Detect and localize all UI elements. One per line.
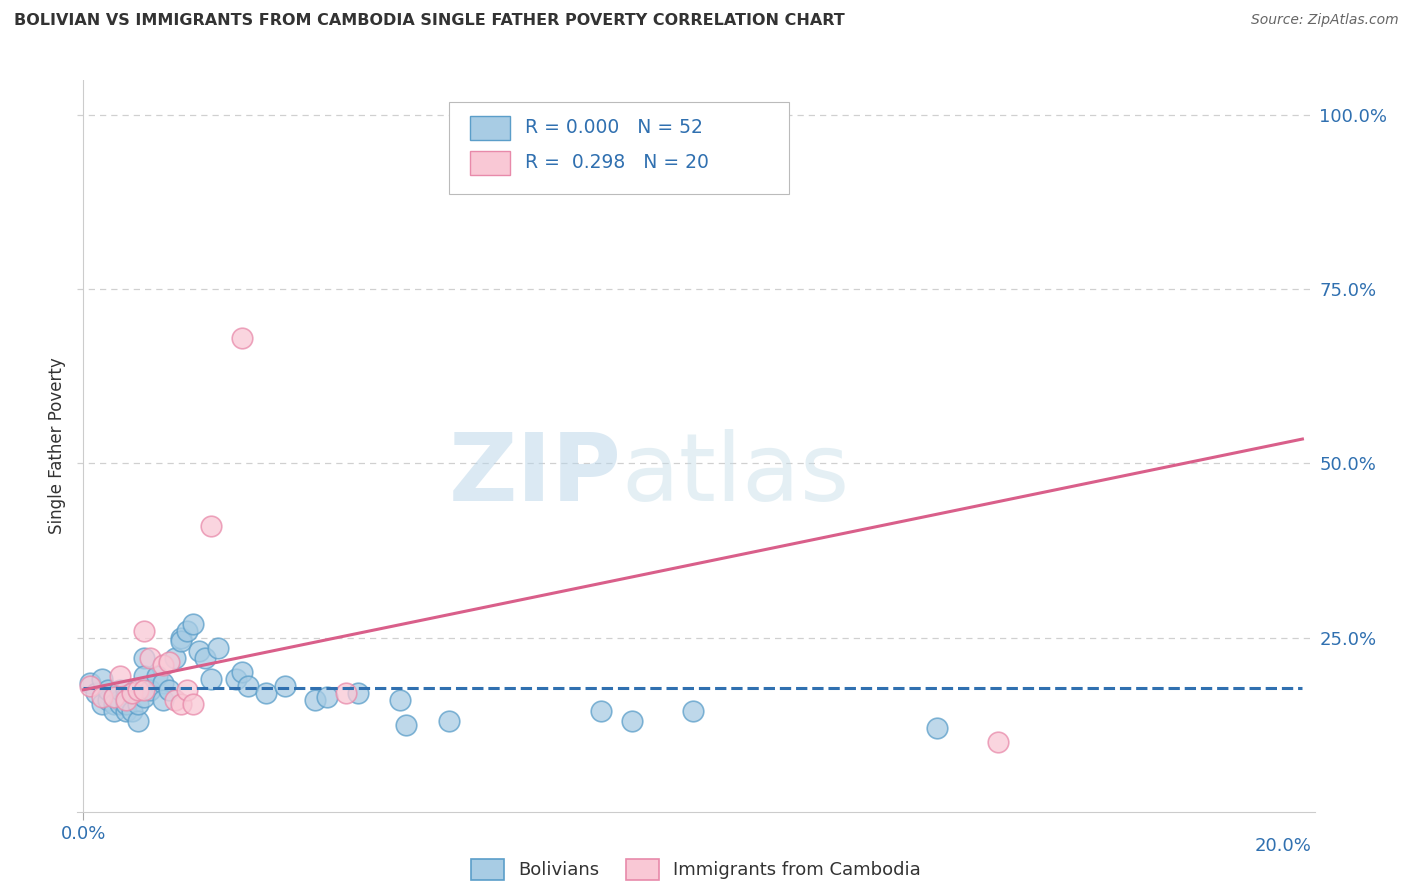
Point: [139, 682, 162, 697]
Point: [163, 693, 186, 707]
Text: 20.0%: 20.0%: [1256, 837, 1312, 855]
Point: [395, 717, 418, 731]
Point: [200, 673, 222, 687]
Point: [987, 735, 1010, 749]
Point: [437, 714, 460, 728]
Point: [103, 704, 125, 718]
Text: atlas: atlas: [621, 429, 851, 521]
Point: [200, 519, 222, 533]
Point: [170, 631, 193, 645]
Point: [134, 690, 156, 704]
Point: [90, 690, 112, 704]
Point: [145, 669, 167, 683]
Bar: [470, 151, 510, 175]
Text: Source: ZipAtlas.com: Source: ZipAtlas.com: [1251, 13, 1399, 28]
Legend: Bolivians, Immigrants from Cambodia: Bolivians, Immigrants from Cambodia: [464, 852, 928, 887]
Point: [97, 693, 120, 707]
Point: [108, 693, 131, 707]
Point: [115, 697, 138, 711]
Point: [79, 676, 101, 690]
Point: [682, 704, 704, 718]
Point: [620, 714, 643, 728]
Point: [152, 676, 174, 690]
Text: R = 0.000   N = 52: R = 0.000 N = 52: [526, 119, 703, 137]
Point: [170, 697, 193, 711]
FancyBboxPatch shape: [449, 103, 789, 194]
Point: [79, 679, 101, 693]
Point: [335, 686, 357, 700]
Point: [389, 693, 412, 707]
Point: [157, 655, 180, 669]
Point: [90, 673, 112, 687]
Point: [591, 704, 613, 718]
Point: [157, 682, 180, 697]
Point: [134, 669, 156, 683]
Text: R =  0.298   N = 20: R = 0.298 N = 20: [526, 153, 709, 172]
Point: [108, 669, 131, 683]
Point: [127, 697, 149, 711]
Point: [115, 704, 138, 718]
Point: [103, 690, 125, 704]
Point: [108, 697, 131, 711]
Point: [108, 682, 131, 697]
Point: [134, 682, 156, 697]
Point: [103, 690, 125, 704]
Text: BOLIVIAN VS IMMIGRANTS FROM CAMBODIA SINGLE FATHER POVERTY CORRELATION CHART: BOLIVIAN VS IMMIGRANTS FROM CAMBODIA SIN…: [14, 13, 845, 29]
Point: [103, 697, 125, 711]
Point: [176, 682, 198, 697]
Point: [188, 644, 211, 658]
Bar: [470, 116, 510, 140]
Point: [115, 690, 138, 704]
Point: [273, 679, 295, 693]
Point: [225, 673, 247, 687]
Point: [152, 658, 174, 673]
Point: [231, 331, 253, 345]
Point: [207, 640, 229, 655]
Point: [127, 682, 149, 697]
Point: [121, 686, 143, 700]
Point: [84, 686, 107, 700]
Point: [152, 693, 174, 707]
Point: [115, 682, 138, 697]
Point: [163, 651, 186, 665]
Point: [170, 634, 193, 648]
Point: [121, 686, 143, 700]
Point: [115, 693, 138, 707]
Point: [231, 665, 253, 680]
Point: [134, 651, 156, 665]
Y-axis label: Single Father Poverty: Single Father Poverty: [48, 358, 66, 534]
Point: [236, 679, 259, 693]
Point: [127, 714, 149, 728]
Point: [194, 651, 217, 665]
Point: [316, 690, 339, 704]
Point: [97, 682, 120, 697]
Point: [925, 721, 948, 735]
Point: [139, 651, 162, 665]
Point: [304, 693, 326, 707]
Point: [90, 697, 112, 711]
Point: [121, 704, 143, 718]
Point: [254, 686, 277, 700]
Point: [176, 624, 198, 638]
Point: [181, 616, 204, 631]
Point: [134, 624, 156, 638]
Point: [346, 686, 368, 700]
Point: [181, 697, 204, 711]
Text: ZIP: ZIP: [449, 429, 621, 521]
